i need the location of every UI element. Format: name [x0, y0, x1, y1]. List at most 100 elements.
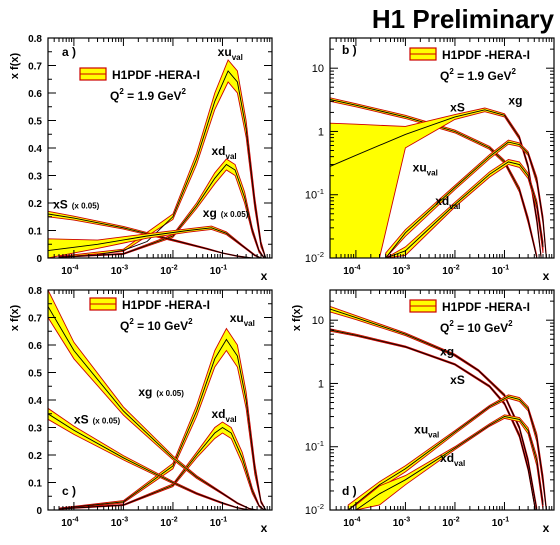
legend-q2: Q2 = 1.9 GeV2	[110, 87, 187, 103]
line-xdval	[58, 163, 265, 258]
panel-label: c )	[62, 484, 76, 498]
legend-q2: Q2 = 10 GeV2	[440, 319, 513, 335]
series-label-xdval: xdval	[211, 407, 236, 424]
series-label-xg: xg	[508, 94, 522, 108]
chart-panel-c: 0 0.1 0.2 0.3 0.4 0.5 0.6 0.7 0.8 10-4 10-3 10-2 10-…	[9, 286, 273, 535]
y-tick-label: 0.2	[28, 451, 42, 462]
y-tick-label: 0.7	[28, 314, 42, 325]
line-xg	[330, 308, 538, 510]
series-label-xS: xS (x 0.05)	[74, 413, 121, 427]
legend: H1PDF -HERA-I Q2 = 1.9 GeV2	[409, 47, 530, 83]
y-tick-label: 0.5	[28, 369, 42, 380]
line-xdval	[58, 426, 265, 510]
series-label-xuval: xuval	[413, 161, 438, 178]
y-tick-label: 0.2	[28, 199, 42, 210]
band-xuval	[385, 139, 547, 258]
band-xS	[330, 97, 538, 258]
y-tick-label: 0.3	[28, 424, 42, 435]
line-xS	[330, 99, 538, 258]
band-xdval	[385, 159, 544, 258]
y-tick-label: 10-1	[305, 187, 324, 202]
y-tick-label: 10-2	[305, 502, 324, 517]
line-xS	[330, 329, 536, 510]
band-xdval	[355, 414, 544, 510]
legend: H1PDF -HERA-I Q2 = 10 GeV2	[409, 299, 530, 335]
y-tick-label: 0.3	[28, 172, 42, 183]
y-tick-label: 0.6	[28, 89, 42, 100]
line-xS	[48, 213, 253, 258]
y-tick-label: 10	[312, 63, 324, 75]
legend: H1PDF -HERA-I Q2 = 1.9 GeV2	[79, 67, 200, 103]
x-tick-label: 10-1	[492, 517, 509, 530]
x-tick-label: 10-4	[343, 517, 360, 530]
plot-area	[48, 59, 267, 258]
y-tick-label: 10-1	[305, 439, 324, 454]
y-axis-label: x f(x)	[9, 53, 21, 80]
x-axis-label: x	[261, 269, 268, 283]
y-tick-label: 0.8	[28, 34, 42, 45]
line-xdval	[355, 416, 544, 510]
y-tick-label: 0	[36, 506, 42, 517]
x-tick-label: 10-1	[210, 517, 227, 530]
x-tick-label: 10-3	[111, 517, 128, 530]
line-xuval	[58, 338, 267, 510]
series-label-xdval: xdval	[435, 194, 460, 211]
band-xg	[330, 107, 542, 258]
chart-panel-d: 10-2 10-1 1 10 10-4 10-3 10-2 10-1 x x f(x) d ) H1P…	[291, 289, 555, 535]
band-xg	[330, 305, 538, 510]
y-tick-label: 0.5	[28, 117, 42, 128]
panel-label: a )	[62, 45, 76, 59]
x-axis-label: x	[543, 269, 550, 283]
series-label-xdval: xdval	[440, 451, 465, 468]
legend-label: H1PDF -HERA-I	[112, 68, 200, 82]
y-tick-label: 0.7	[28, 62, 42, 73]
x-tick-label: 10-2	[442, 265, 459, 278]
x-tick-label: 10-2	[160, 517, 177, 530]
line-xg	[48, 306, 258, 510]
x-tick-label: 10-3	[393, 517, 410, 530]
panel-label: b )	[342, 43, 357, 57]
series-label-xg: xg (x 0.05)	[138, 385, 184, 399]
x-tick-label: 10-4	[343, 265, 360, 278]
y-tick-label: 0.4	[28, 144, 42, 155]
figure-title: H1 Preliminary	[372, 4, 555, 34]
chart-panel-b: 10-2 10-1 1 10 10-4 10-3 10-2 10-1 x b ) H1PDF -HE…	[305, 37, 555, 283]
legend-label: H1PDF -HERA-I	[122, 298, 210, 312]
y-tick-label: 0.8	[28, 286, 42, 297]
x-tick-label: 10-3	[393, 265, 410, 278]
line-xS	[48, 413, 250, 510]
series-label-xS: xS	[450, 100, 465, 114]
y-tick-label: 10	[312, 315, 324, 327]
legend: H1PDF -HERA-I Q2 = 10 GeV2	[89, 297, 210, 333]
chart-panel-a: 0 0.1 0.2 0.3 0.4 0.5 0.6 0.7 0.8 10-4 10-3 10-2 10-…	[9, 34, 273, 283]
x-tick-label: 10-2	[442, 517, 459, 530]
y-axis-label: x f(x)	[9, 305, 21, 332]
series-label-xg: xg (x 0.05)	[203, 206, 249, 220]
line-xdval	[385, 161, 544, 258]
legend-label: H1PDF -HERA-I	[442, 300, 530, 314]
x-tick-label: 10-4	[61, 265, 78, 278]
series-label-xuval: xuval	[230, 311, 255, 328]
panels-group: 00.10.20.30.40.50.60.70.810-4 10-3 10-2 10-…	[9, 34, 555, 535]
x-axis-label: x	[543, 521, 550, 535]
y-tick-label: 1	[318, 378, 324, 390]
x-tick-label: 10-1	[210, 265, 227, 278]
plot-frame	[329, 289, 555, 511]
x-tick-label: 10-1	[492, 265, 509, 278]
y-tick-label: 1	[318, 126, 324, 138]
plot-area	[330, 305, 547, 510]
y-tick-label: 0.1	[28, 479, 42, 490]
panel-label: d )	[342, 484, 357, 498]
series-label-xuval: xuval	[414, 422, 439, 439]
series-label-xS: xS	[450, 373, 465, 387]
y-tick-label: 0	[36, 254, 42, 265]
line-xuval	[347, 396, 547, 510]
legend-label: H1PDF -HERA-I	[442, 48, 530, 62]
plot-area	[330, 97, 547, 258]
y-tick-label: 0.4	[28, 396, 42, 407]
y-tick-label: 0.1	[28, 227, 42, 238]
y-tick-label: 10-2	[305, 250, 324, 265]
y-tick-label: 0.6	[28, 341, 42, 352]
legend-q2: Q2 = 10 GeV2	[120, 317, 193, 333]
